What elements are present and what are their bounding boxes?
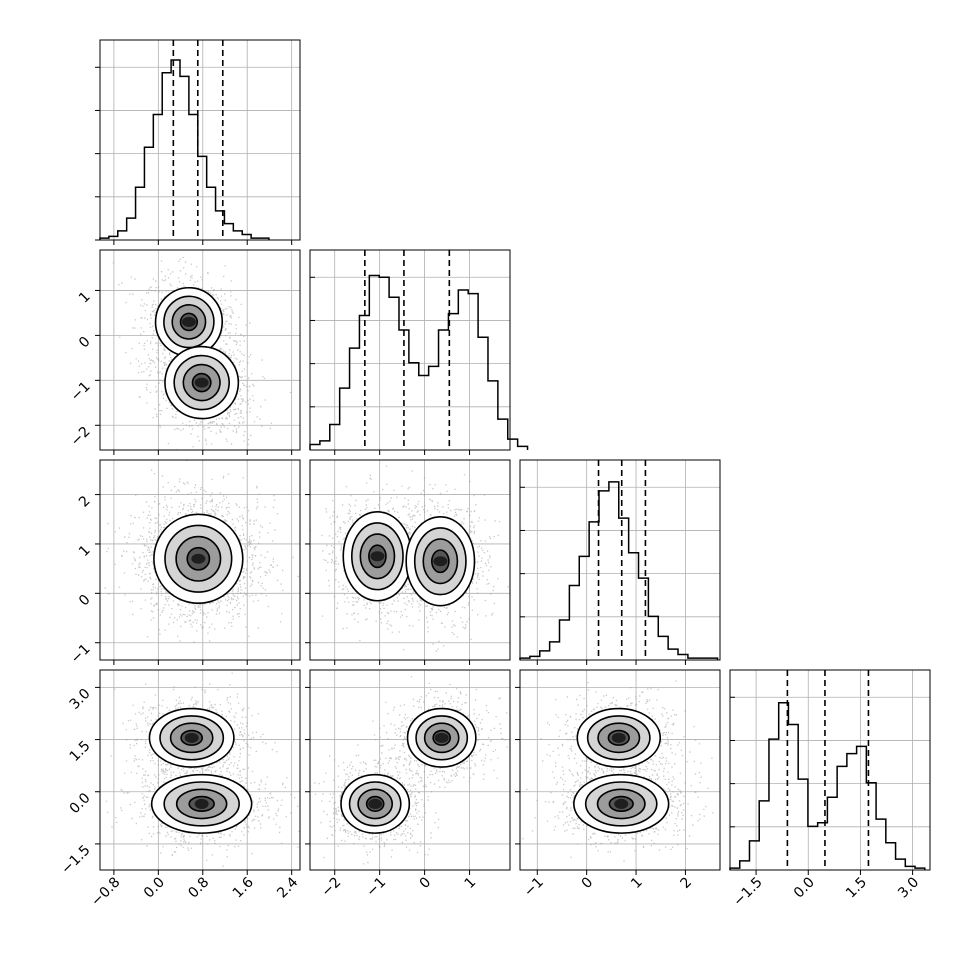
pair-1-2-core-1 [433, 556, 448, 567]
pair-1-2-content [310, 465, 510, 652]
y-tick-label-3-3: 3.0 [67, 686, 94, 713]
pair-0-2-core-0 [191, 553, 206, 564]
pair-0-3-grid [100, 670, 300, 870]
pair-0-1-frame [99, 249, 301, 451]
pair-2-3-frame [519, 669, 721, 871]
pair-1-3-core-1 [434, 732, 449, 743]
pair-0-3-core-1 [194, 798, 209, 809]
y-tick-label-1-1: −1 [68, 379, 94, 405]
pair-0-1-core-1 [194, 377, 209, 388]
x-tick-label-1-1: −1 [363, 874, 389, 900]
pair-2-3-core-0 [611, 732, 626, 743]
y-tick-label-3-1: 0.0 [67, 790, 94, 817]
y-tick-label-2-0: −1 [68, 641, 94, 667]
pair-0-2-content [104, 460, 299, 643]
hist-0-grid [100, 40, 300, 241]
hist-3-bars [729, 701, 926, 870]
x-tick-label-0-3: 1.6 [230, 874, 257, 901]
hist-0-frame [99, 39, 301, 241]
y-tick-label-1-0: −2 [68, 424, 94, 450]
y-tick-label-1-3: 1 [76, 289, 94, 307]
hist-3-grid [730, 670, 930, 871]
pair-0-3-content [105, 672, 300, 867]
hist-0-bars [99, 59, 270, 240]
y-tick-label-1-2: 0 [76, 334, 94, 352]
pair-1-3-grid [310, 670, 510, 870]
hist-3-frame [729, 669, 931, 871]
hist-1-frame [309, 249, 511, 451]
pair-1-3-content [314, 676, 508, 865]
pair-1-3-frame [309, 669, 511, 871]
y-tick-label-2-1: 0 [76, 592, 94, 610]
x-tick-label-2-1: 0 [579, 874, 597, 892]
x-tick-label-3-1: 0.0 [791, 874, 818, 901]
hist-2-frame [519, 459, 721, 661]
y-tick-label-2-3: 2 [76, 493, 94, 511]
x-tick-label-2-0: −1 [521, 874, 547, 900]
hist-2-bars [519, 481, 719, 660]
hist-1-bars [309, 274, 529, 450]
pair-1-3-core-0 [368, 798, 383, 809]
x-tick-label-3-0: −1.5 [730, 874, 765, 909]
pair-2-3-content [522, 680, 720, 870]
pair-2-3-core-1 [614, 798, 629, 809]
x-tick-label-0-0: −0.8 [88, 874, 123, 909]
pair-0-2-frame [99, 459, 301, 661]
x-tick-label-0-2: 0.8 [185, 874, 212, 901]
pair-0-1-core-0 [181, 316, 196, 327]
x-tick-label-3-3: 3.0 [895, 874, 922, 901]
y-tick-label-3-0: −1.5 [58, 842, 93, 877]
pair-0-1-content [112, 256, 292, 450]
pair-0-3-scatter [105, 672, 300, 867]
x-tick-label-0-4: 2.4 [274, 874, 301, 901]
pair-1-2-core-0 [370, 551, 385, 562]
pair-1-3-scatter [314, 676, 508, 865]
hist-2-grid [520, 460, 720, 661]
x-tick-label-1-0: −2 [318, 874, 344, 900]
x-tick-label-0-1: 0.0 [141, 874, 168, 901]
pair-0-3-frame [99, 669, 301, 871]
x-tick-label-1-2: 0 [417, 874, 435, 892]
x-tick-label-2-3: 2 [677, 874, 695, 892]
pair-0-3-core-0 [184, 732, 199, 743]
pair-1-2-frame [309, 459, 511, 661]
x-tick-label-2-2: 1 [628, 874, 646, 892]
x-tick-label-3-2: 1.5 [843, 874, 870, 901]
x-tick-label-1-3: 1 [462, 874, 480, 892]
y-tick-label-2-2: 1 [76, 542, 94, 560]
y-tick-label-3-2: 1.5 [67, 738, 94, 765]
